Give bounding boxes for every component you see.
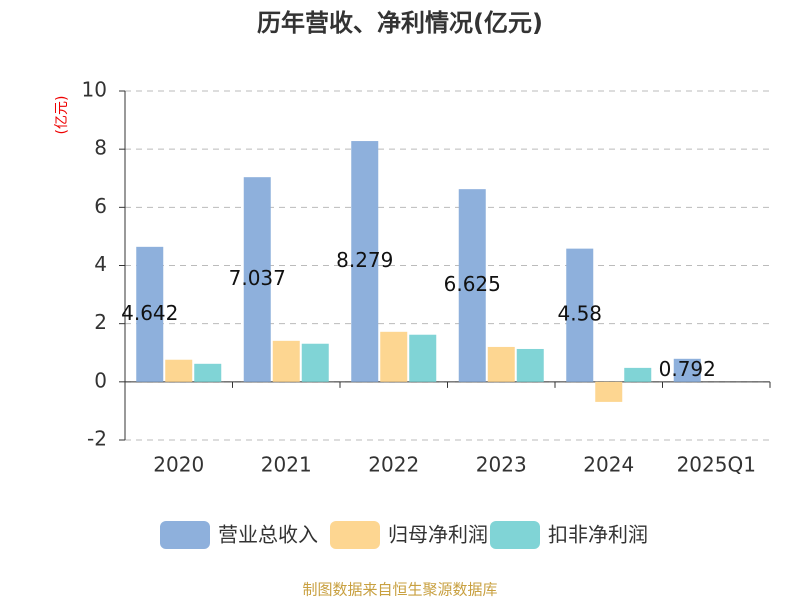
y-tick-label: -2: [87, 427, 107, 451]
bar: [301, 343, 329, 382]
data-label: 7.037: [229, 266, 286, 290]
bar: [487, 346, 515, 382]
bar: [243, 177, 271, 382]
bar: [409, 334, 437, 382]
legend-label: 归母净利润: [388, 523, 488, 547]
bar: [194, 363, 222, 382]
y-axis-label: (亿元): [54, 96, 70, 135]
legend-swatch: [160, 521, 210, 549]
bar: [458, 189, 486, 382]
bar: [516, 348, 544, 382]
legend-swatch: [490, 521, 540, 549]
data-label: 4.642: [121, 301, 178, 325]
x-tick-label: 2023: [476, 453, 527, 477]
bar: [595, 381, 623, 402]
source-note: 制图数据来自恒生聚源数据库: [302, 581, 497, 599]
y-tick-label: 10: [82, 78, 107, 102]
data-label: 0.792: [659, 357, 716, 381]
x-tick-label: 2021: [261, 453, 312, 477]
legend-label: 扣非净利润: [548, 523, 648, 547]
bar: [136, 246, 164, 382]
y-tick-label: 0: [94, 368, 107, 392]
data-label: 4.58: [557, 302, 602, 326]
bar: [165, 359, 193, 382]
bar: [566, 248, 594, 382]
bar: [380, 331, 408, 382]
y-tick-label: 4: [94, 252, 107, 276]
bar: [624, 367, 652, 382]
legend-label: 营业总收入: [218, 523, 318, 547]
bar: [272, 340, 300, 382]
y-tick-label: 2: [94, 310, 107, 334]
x-tick-label: 2022: [368, 453, 419, 477]
chart-title: 历年营收、净利情况(亿元): [257, 9, 543, 37]
x-tick-label: 2025Q1: [677, 453, 756, 477]
y-tick-label: 6: [94, 194, 107, 218]
x-tick-label: 2024: [583, 453, 634, 477]
bar: [673, 358, 701, 382]
x-tick-label: 2020: [153, 453, 204, 477]
legend-swatch: [330, 521, 380, 549]
y-tick-label: 8: [94, 136, 107, 160]
data-label: 6.625: [444, 272, 501, 296]
bar: [351, 141, 379, 382]
data-label: 8.279: [336, 248, 393, 272]
